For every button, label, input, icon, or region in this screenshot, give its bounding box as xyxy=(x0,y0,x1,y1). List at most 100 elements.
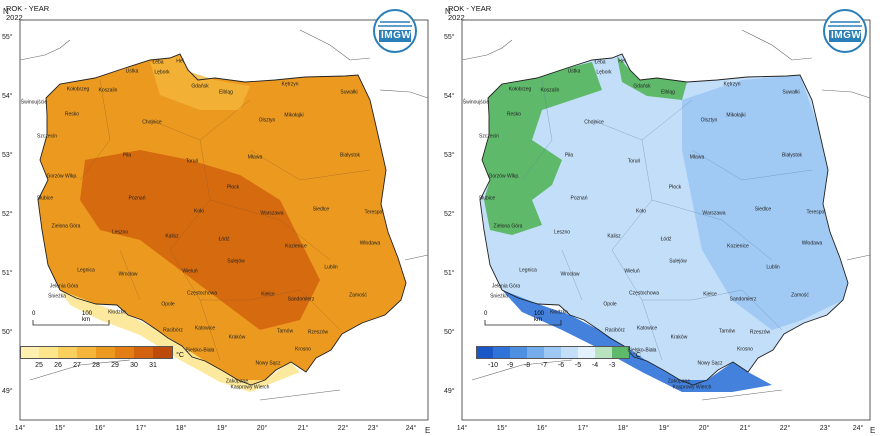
city-label: Elbląg xyxy=(661,89,675,96)
lat-label: 53° xyxy=(2,152,13,159)
minimum-east-zone xyxy=(682,75,848,330)
scale-km: 100 km xyxy=(534,311,545,323)
city-label: Białystok xyxy=(781,152,803,159)
city-label: Opole xyxy=(603,301,617,308)
city-label: Katowice xyxy=(636,325,658,332)
city-label: Łeba xyxy=(152,59,164,66)
lat-label: 50° xyxy=(444,329,455,336)
city-label: Sandomierz xyxy=(287,296,315,303)
city-label: Rzeszów xyxy=(307,329,329,336)
city-label: Jelenia Góra xyxy=(491,283,521,290)
imgw-logo: IMGW xyxy=(822,8,868,54)
city-label: Zielona Góra xyxy=(493,223,523,230)
city-label: Mikołajki xyxy=(284,112,304,119)
legend-swatch xyxy=(476,346,493,358)
minimum-mountain-zone xyxy=(502,290,772,392)
city-label: Terespol xyxy=(806,209,826,216)
city-label: Łódź xyxy=(660,236,672,243)
minimum-temperature-map xyxy=(461,19,871,421)
city-label: Jelenia Góra xyxy=(49,283,79,290)
city-label: Piła xyxy=(564,152,574,159)
lat-label: 53° xyxy=(444,152,455,159)
city-label: Terespol xyxy=(364,209,384,216)
legend-swatch xyxy=(527,346,544,358)
legend-swatch xyxy=(58,346,77,358)
lon-label: 21° xyxy=(297,425,309,432)
header-period: ROK - YEAR xyxy=(6,4,50,13)
legend-label: -4 xyxy=(591,362,599,369)
header-year: 2022 xyxy=(448,12,465,22)
city-label: Zielona Góra xyxy=(51,223,81,230)
city-label: Warszawa xyxy=(260,210,284,217)
city-label: Racibórz xyxy=(605,327,625,334)
city-label: Wrocław xyxy=(560,271,580,278)
legend-label: -8 xyxy=(523,362,531,369)
city-label: Kozienice xyxy=(727,243,749,250)
legend-swatch xyxy=(493,346,510,358)
city-label: Katowice xyxy=(194,325,216,332)
temperature-cool-zone xyxy=(150,56,250,110)
lat-label: 49° xyxy=(444,388,455,395)
city-label: Słubice xyxy=(36,195,54,202)
city-label: Szczecin xyxy=(36,133,58,140)
legend-label: 31 xyxy=(149,362,157,369)
city-label: Kętrzyn xyxy=(281,81,299,88)
legend-swatch xyxy=(510,346,527,358)
city-label: Lublin xyxy=(324,264,338,271)
city-label: Poznań xyxy=(128,195,146,202)
city-label: Kalisz xyxy=(607,233,621,240)
city-label: Lębork xyxy=(154,69,170,76)
city-label: Częstochowa xyxy=(628,290,660,297)
poland-border xyxy=(37,53,407,386)
lon-label: 17° xyxy=(135,425,147,432)
city-label: Koszalin xyxy=(98,87,118,94)
city-label: Koszalin xyxy=(540,87,560,94)
legend-label: -7 xyxy=(540,362,548,369)
city-label: Toruń xyxy=(185,158,199,165)
scale-km: 100 km xyxy=(82,311,93,323)
map-header: ROK - YEAR 2022 xyxy=(448,4,491,22)
city-label: Krosno xyxy=(737,346,753,353)
minimum-coast-zone xyxy=(617,56,687,100)
city-label: Legnica xyxy=(77,267,95,274)
lat-label: 49° xyxy=(2,388,13,395)
city-label: Sulejów xyxy=(227,258,245,265)
scale-zero: 0 xyxy=(484,311,488,317)
city-label: Mława xyxy=(689,154,705,161)
lon-label: 18° xyxy=(175,425,187,432)
city-label: Bielsko-Biała xyxy=(627,347,657,354)
lon-label: 23° xyxy=(819,425,831,432)
city-label: Lublin xyxy=(766,264,780,271)
legend-label: 29 xyxy=(111,362,119,369)
lon-label: 20° xyxy=(698,425,710,432)
city-label: Wieluń xyxy=(624,268,640,275)
city-label: Chojnice xyxy=(142,119,162,126)
city-label: Zakopane xyxy=(225,378,249,385)
city-label: Łódź xyxy=(218,236,230,243)
city-label: Suwałki xyxy=(782,89,800,96)
city-label: Resko xyxy=(64,111,80,118)
city-label: Kielce xyxy=(261,291,275,298)
lon-label: 16° xyxy=(536,425,548,432)
city-label: Słubice xyxy=(478,195,496,202)
lon-label: 19° xyxy=(216,425,228,432)
east-label: E xyxy=(425,426,431,435)
logo-text: IMGW xyxy=(381,30,412,41)
city-label: Ustka xyxy=(125,68,139,75)
city-label: Sandomierz xyxy=(729,296,757,303)
city-label: Ustka xyxy=(567,68,581,75)
lon-label: 22° xyxy=(779,425,791,432)
legend-swatch xyxy=(20,346,39,358)
city-label: Tarnów xyxy=(718,328,736,335)
city-label: Poznań xyxy=(570,195,588,202)
north-label: N xyxy=(445,7,451,16)
city-label: Kłodzko xyxy=(550,309,568,316)
legend-unit: °C xyxy=(176,352,184,359)
city-label: Wieluń xyxy=(182,268,198,275)
city-label: Krosno xyxy=(295,346,311,353)
city-label: Bielsko-Biała xyxy=(185,347,215,354)
legend-label: 25 xyxy=(35,362,43,369)
city-label: Włodawa xyxy=(359,240,381,247)
lat-label: 54° xyxy=(444,93,455,100)
city-label: Tarnów xyxy=(276,328,294,335)
